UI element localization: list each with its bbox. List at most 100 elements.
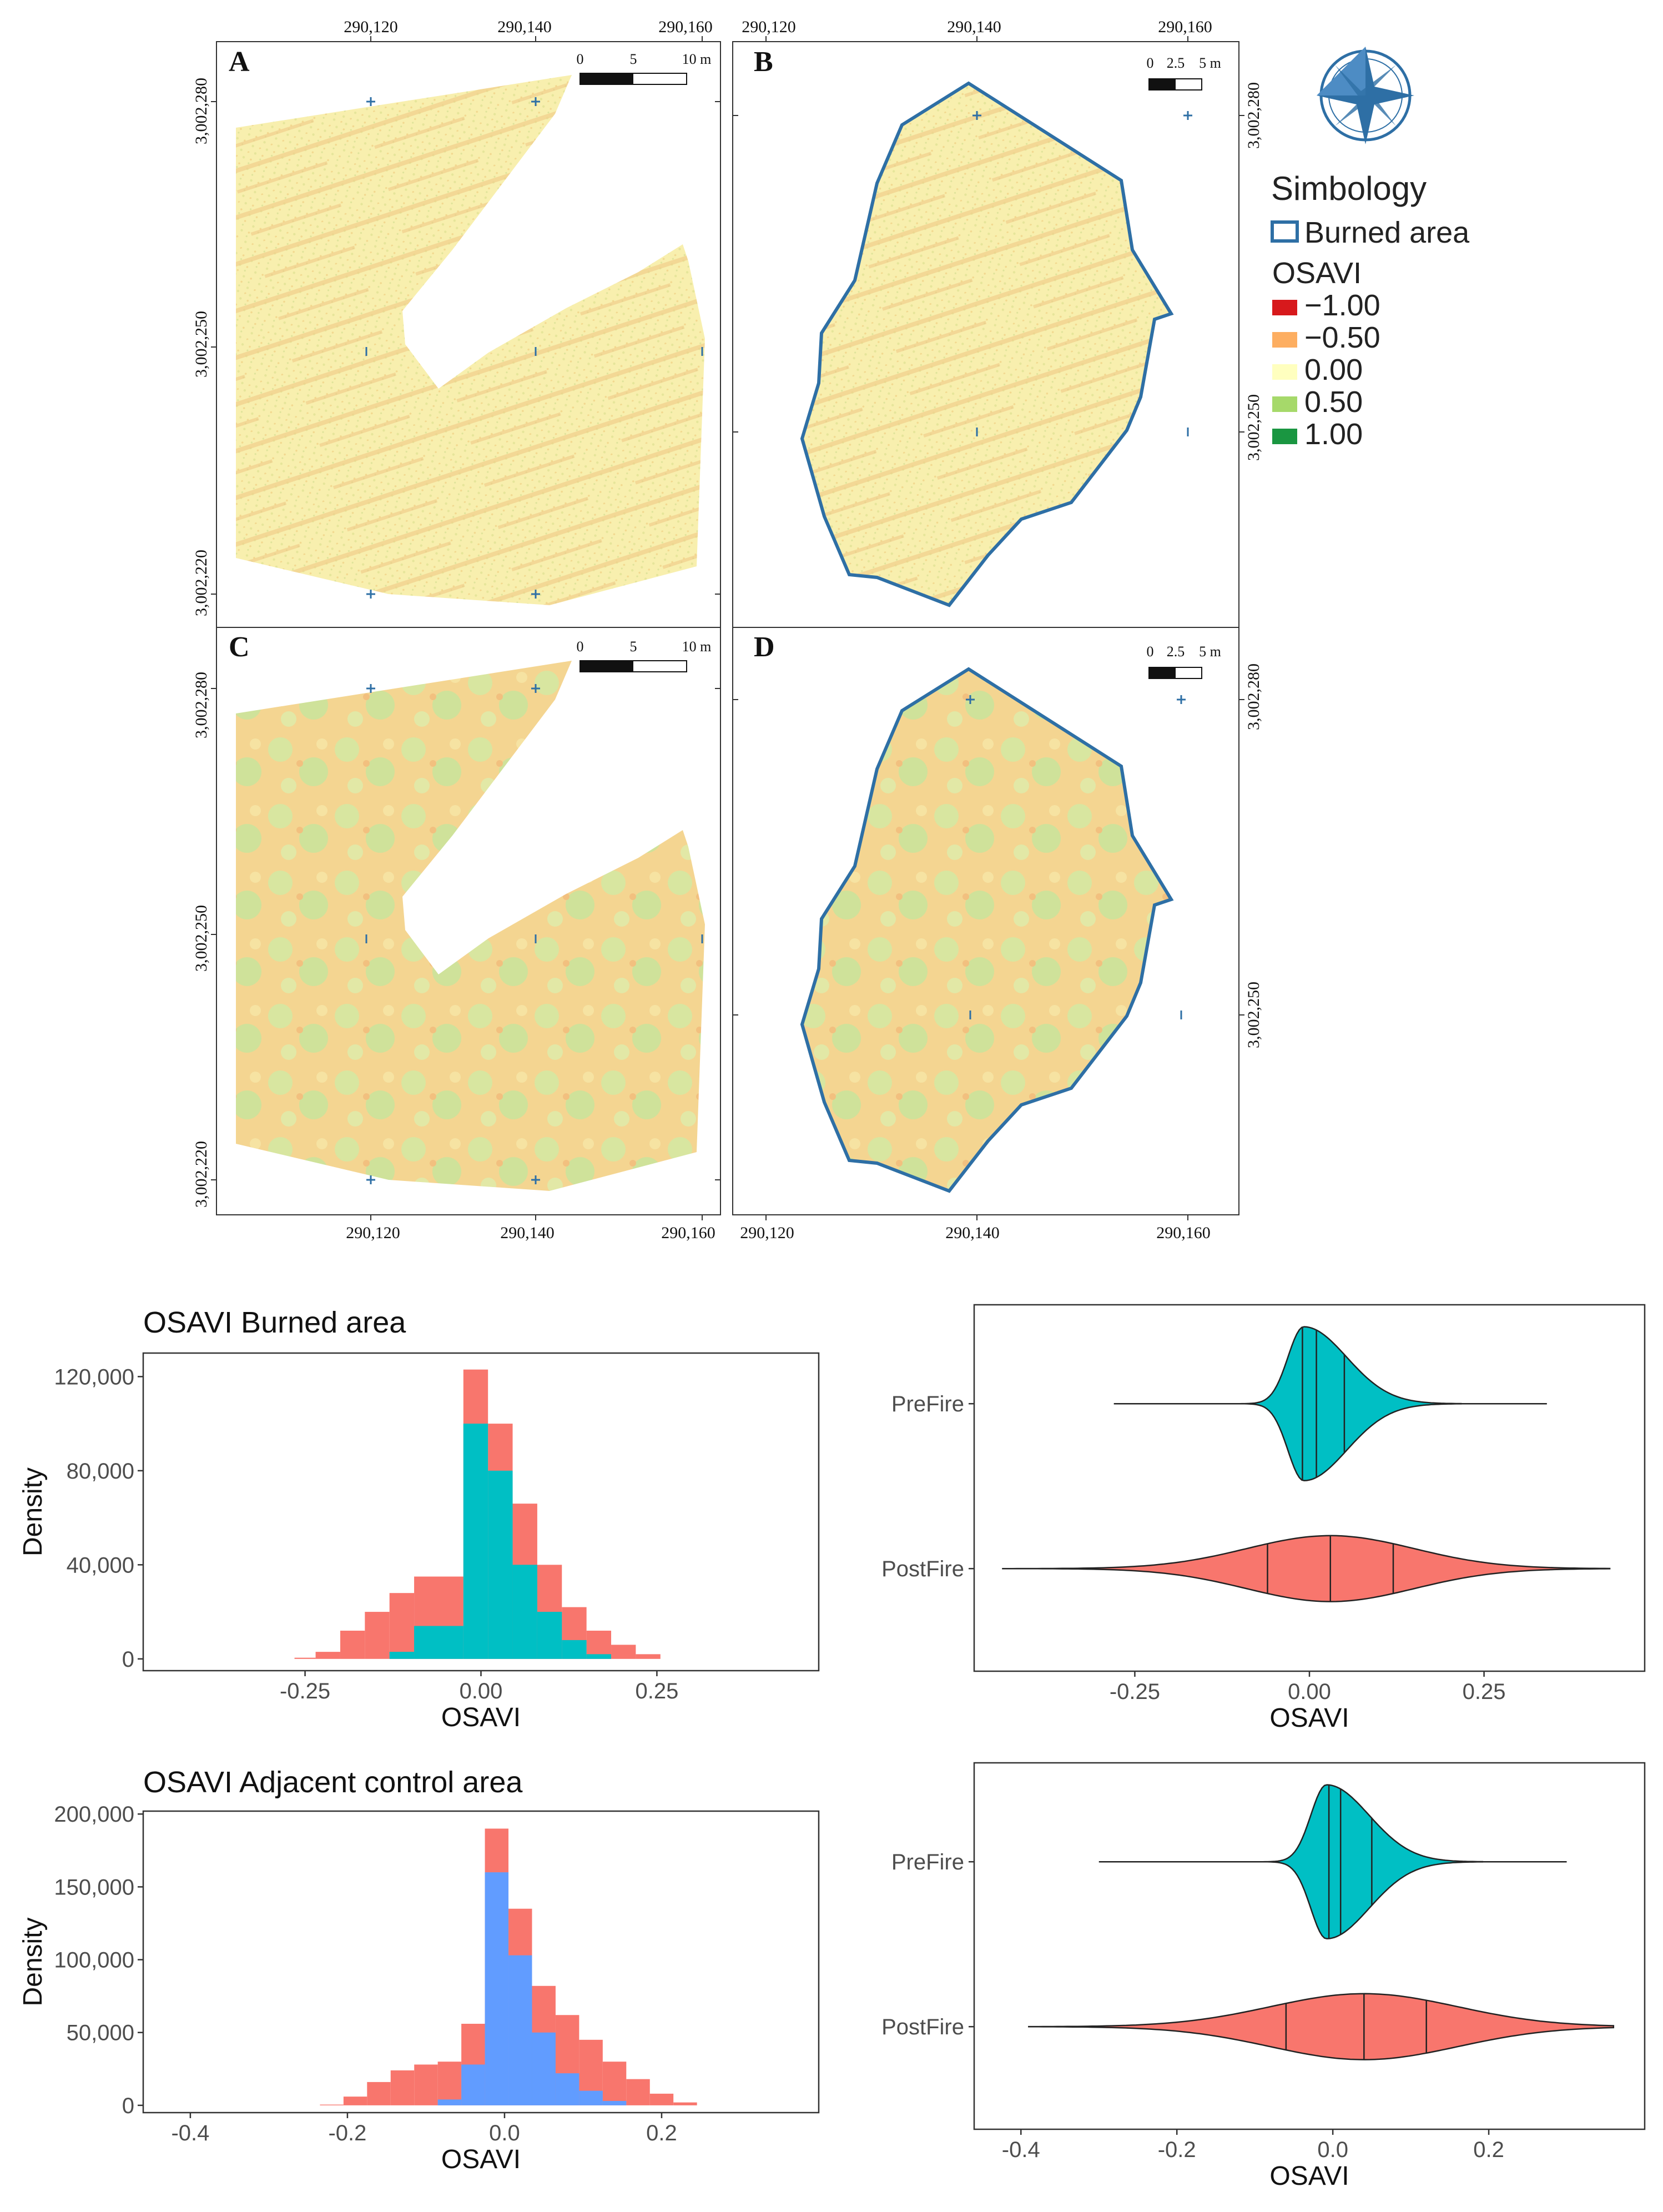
- legend-swatch-1: [1272, 332, 1297, 348]
- scale-a-label-2: 10 m: [682, 51, 712, 67]
- x-axis-label: OSAVI: [441, 1703, 521, 1732]
- histogram-bar: [611, 1645, 636, 1659]
- histogram-bar: [389, 1652, 415, 1659]
- histogram-bar: [414, 1626, 463, 1659]
- map-left-ytick-5: 3,002,250: [192, 905, 210, 972]
- scale-a-label-0: 0: [577, 51, 584, 67]
- x-tick-label: 0.25: [1463, 1680, 1506, 1704]
- map-right-ytick-3: 3,002,280: [1244, 663, 1263, 730]
- y-tick-label: 200,000: [54, 1802, 134, 1827]
- chart-title: OSAVI Burned area: [143, 1306, 406, 1339]
- y-tick-label: 150,000: [54, 1875, 134, 1899]
- x-tick-label: -0.25: [280, 1679, 330, 1703]
- x-tick-label: -0.2: [1158, 2138, 1196, 2162]
- map-top-xtick-4: 290,120: [742, 18, 796, 36]
- map-left-ytick-6: 3,002,220: [192, 1141, 210, 1208]
- legend-burned-swatch: [1271, 220, 1299, 243]
- x-axis-label: OSAVI: [1269, 2161, 1349, 2191]
- map-grid-crosses: [365, 97, 1192, 1184]
- legend-label-1: −0.50: [1304, 321, 1380, 354]
- legend-title: Simbology: [1271, 170, 1427, 207]
- map-bottom-xtick-4: 290,120: [740, 1224, 794, 1242]
- y-tick-label: 80,000: [67, 1459, 134, 1484]
- y-tick-label: 120,000: [54, 1365, 134, 1389]
- map-top-xtick-6: 290,160: [1158, 18, 1212, 36]
- map-right-ytick-1: 3,002,280: [1244, 82, 1263, 149]
- histogram-bar: [294, 1657, 316, 1659]
- north-arrow-icon: [1317, 47, 1414, 144]
- map-d-raster: [802, 669, 1171, 1191]
- map-bottom-xtick-3: 290,160: [661, 1224, 715, 1242]
- map-left-ytick-4: 3,002,280: [192, 672, 210, 738]
- histogram-bar: [636, 1654, 661, 1659]
- legend-swatch-2: [1272, 364, 1297, 380]
- legend-swatch-0: [1272, 300, 1297, 315]
- histogram-bar: [463, 1424, 488, 1659]
- scale-d-label-0: 0: [1147, 644, 1154, 660]
- violin-postfire: [1002, 1535, 1611, 1602]
- scale-c-label-0: 0: [577, 639, 584, 655]
- scale-b-label-2: 5 m: [1199, 55, 1221, 71]
- y-axis-label: Density: [18, 1917, 48, 2006]
- scale-d-label-2: 5 m: [1199, 644, 1221, 660]
- violin-category-label: PreFire: [891, 1850, 964, 1874]
- legend-label-0: −1.00: [1304, 289, 1380, 322]
- x-axis-label: OSAVI: [1269, 1703, 1349, 1733]
- histogram-bar: [512, 1565, 537, 1659]
- scale-b-label-0: 0: [1147, 55, 1154, 71]
- map-top-xtick-2: 290,140: [497, 18, 552, 36]
- violin-category-label: PostFire: [881, 1557, 964, 1581]
- chart-1: -0.25 0.00 0.25 OSAVI OSAVI Burned area 0 40,0…: [18, 1306, 820, 1732]
- y-tick-label: 0: [122, 2094, 134, 2118]
- chart-2: -0.25 0.00 0.25 OSAVI PreFire PostFire: [881, 1304, 1646, 1733]
- x-tick-label: -0.4: [1002, 2138, 1040, 2162]
- x-axis-label: OSAVI: [441, 2145, 521, 2174]
- legend-swatch-3: [1272, 396, 1297, 412]
- scale-c-label-1: 5: [630, 639, 637, 655]
- chart-title: OSAVI Adjacent control area: [143, 1766, 523, 1799]
- map-b-raster: [802, 83, 1171, 605]
- map-top-xtick-5: 290,140: [947, 18, 1001, 36]
- map-grid: 290,120 290,140 290,160 290,120 290,140 …: [192, 18, 1263, 1242]
- x-tick-label: 0.00: [460, 1679, 503, 1703]
- violin-category-label: PreFire: [891, 1392, 964, 1416]
- histogram-bar: [414, 2064, 438, 2105]
- legend-burned-label: Burned area: [1304, 216, 1470, 249]
- scale-d-label-1: 2.5: [1167, 644, 1185, 660]
- map-c-raster: [236, 661, 705, 1191]
- scale-bar-d: 0 2.5 5 m: [1147, 644, 1221, 679]
- scale-a-label-1: 5: [630, 51, 637, 67]
- histogram-bar: [673, 2102, 697, 2105]
- x-tick-label: -0.2: [328, 2121, 366, 2145]
- histogram-bar: [562, 1640, 587, 1659]
- violin-category-label: PostFire: [881, 2015, 964, 2039]
- histogram-bar: [315, 1652, 340, 1659]
- y-tick-label: 40,000: [67, 1553, 134, 1577]
- histogram-bar: [537, 1612, 562, 1659]
- map-bottom-xtick-1: 290,120: [346, 1224, 400, 1242]
- histogram-bar: [365, 1612, 390, 1659]
- map-left-ytick-1: 3,002,280: [192, 78, 210, 144]
- map-bottom-xtick-6: 290,160: [1156, 1224, 1211, 1242]
- legend-label-3: 0.50: [1304, 385, 1363, 419]
- histogram-bar: [437, 2099, 462, 2105]
- x-tick-label: 0.0: [1317, 2138, 1348, 2162]
- scale-bar-b: 0 2.5 5 m: [1147, 55, 1221, 91]
- histogram-bar: [626, 2079, 650, 2105]
- legend-label-4: 1.00: [1304, 418, 1363, 451]
- x-tick-label: 0.2: [646, 2121, 677, 2145]
- y-tick-label: 0: [122, 1647, 134, 1672]
- map-right-ytick-2: 3,002,250: [1244, 394, 1263, 461]
- legend: Simbology Burned area OSAVI −1.00−0.500.…: [1271, 170, 1470, 451]
- map-left-ytick-3: 3,002,220: [192, 550, 210, 616]
- histogram-bar: [532, 2032, 556, 2105]
- x-tick-label: 0.25: [635, 1679, 678, 1703]
- histogram-bar: [437, 2062, 462, 2105]
- scale-bar-c: 0 5 10 m: [577, 639, 711, 672]
- map-a-raster: [236, 75, 705, 605]
- x-tick-label: 0.2: [1473, 2138, 1504, 2162]
- scale-b-label-1: 2.5: [1167, 55, 1185, 71]
- chart-4: -0.4 -0.2 0.0 0.2 OSAVI PreFire PostFire: [881, 1762, 1646, 2191]
- x-tick-label: 0.00: [1288, 1680, 1331, 1704]
